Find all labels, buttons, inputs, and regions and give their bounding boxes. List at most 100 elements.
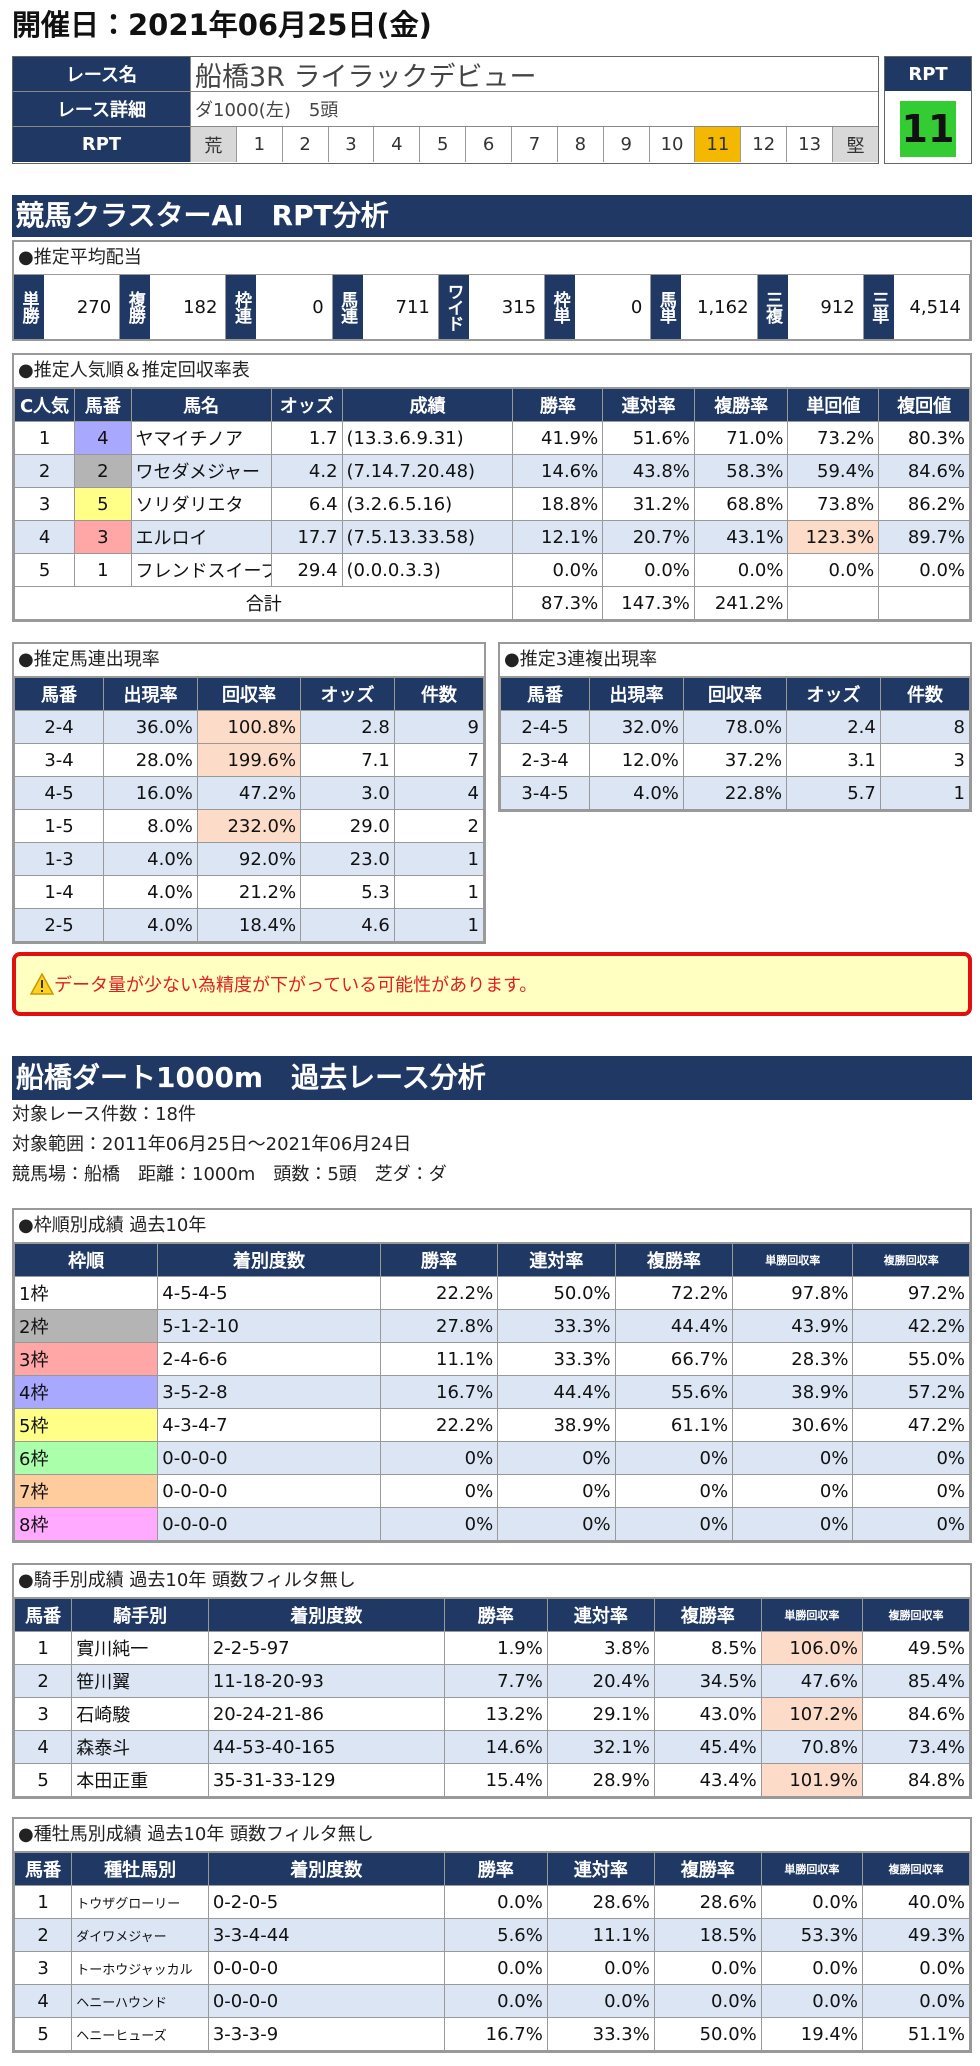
data-row: 6枠 0-0-0-0 0% 0% 0% 0% 0% (13, 1441, 970, 1475)
cell: 笹川翼 (71, 1664, 209, 1698)
cell: 11.1% (379, 1342, 499, 1376)
cell: 28.6% (546, 1885, 655, 1919)
cell: 5.3 (300, 875, 395, 909)
cell: 30.6% (732, 1408, 854, 1442)
cell: 2-3-4 (499, 743, 591, 777)
cell: 0% (614, 1441, 734, 1475)
cell: (7.5.13.33.58) (341, 520, 514, 554)
table-heading: ●推定人気順＆推定回収率表 (14, 355, 970, 388)
total-value: 241.2% (693, 586, 789, 620)
cell: 實川純一 (71, 1631, 209, 1665)
cell: 4.6 (300, 908, 395, 942)
cell: 3枠 (13, 1342, 159, 1376)
payout-value: 4,514 (894, 275, 970, 339)
data-row: 3 石崎駿 20-24-21-86 13.2% 29.1% 43.0% 107.2% 84.6… (13, 1697, 971, 1731)
race-info: レース名 船橋3R ライラックデビュー レース詳細 ダ1000(左) 5頭 RPT 荒… (12, 56, 972, 164)
cell: 33.3% (546, 2017, 655, 2051)
umaren-area: ●推定馬連出現率 馬番 出現率 回収率 オッズ 件数 2-4 36.0% 100.8% 2.8 9 3… (12, 642, 486, 944)
cell: 100.8% (196, 710, 302, 744)
cell: 3.8% (546, 1631, 655, 1665)
data-row: 3 5 ソリダリエタ 6.4 (3.2.6.5.16) 18.8% 31.2% 68.8% 73… (13, 487, 970, 521)
column-header: 勝率 (443, 1852, 548, 1886)
cell: 4.0% (103, 875, 198, 909)
cell: ダイワメジャー (71, 1918, 209, 1952)
cell: 2 (393, 809, 485, 843)
column-header: 着別度数 (207, 1598, 445, 1632)
cell: 51.6% (602, 421, 695, 455)
cell: 15.4% (443, 1763, 548, 1797)
column-header: 馬番 (13, 677, 105, 711)
column-header: 複勝率 (653, 1852, 762, 1886)
payout-value: 182 (150, 275, 227, 339)
cell: 33.3% (497, 1342, 616, 1376)
table-heading: ●枠順別成績 過去10年 (14, 1210, 970, 1243)
cell: 59.4% (787, 454, 880, 488)
cell: 0.0% (546, 1984, 655, 2018)
rpt-box: RPT 11 (884, 56, 972, 164)
cell: 29.1% (546, 1697, 655, 1731)
cell: 55.0% (852, 1342, 970, 1376)
cell: 0-0-0-0 (157, 1474, 381, 1508)
data-row: 1 4 ヤマイチノア 1.7 (13.3.6.9.31) 41.9% 51.6% 71.0% 7… (13, 421, 970, 455)
header-row: 馬番 出現率 回収率 オッズ 件数 (499, 677, 971, 711)
column-header: C人気 (13, 388, 76, 422)
payout-value: 0 (256, 275, 333, 339)
data-row: 7枠 0-0-0-0 0% 0% 0% 0% 0% (13, 1474, 970, 1508)
cell (878, 586, 970, 620)
cell: 66.7% (614, 1342, 734, 1376)
cell: 16.7% (379, 1375, 499, 1409)
cell: 1 (879, 776, 971, 810)
rpt-box-value: 11 (900, 101, 956, 157)
cell: 37.2% (682, 743, 788, 777)
cell: 107.2% (760, 1697, 863, 1731)
cell: 28.3% (732, 1342, 854, 1376)
cell: トウザグローリー (71, 1885, 209, 1919)
cell: 2-2-5-97 (207, 1631, 445, 1665)
cell: 8.5% (653, 1631, 762, 1665)
cell: 20.7% (602, 520, 695, 554)
cell: 35-31-33-129 (207, 1763, 445, 1797)
cell: 2 (74, 454, 132, 488)
total-row: 合計 87.3% 147.3% 241.2% (13, 586, 970, 620)
cell: 29.0 (300, 809, 395, 843)
cell: ソリダリエタ (130, 487, 272, 521)
pair-tables: ●推定馬連出現率 馬番 出現率 回収率 オッズ 件数 2-4 36.0% 100.8% 2.8 9 3… (12, 642, 972, 944)
table-heading: ●騎手別成績 過去10年 頭数フィルタ無し (14, 1565, 970, 1598)
column-header: 単勝回収率 (760, 1598, 863, 1632)
rpt-scale-cell: 堅 (833, 127, 878, 162)
cell: 4-3-4-7 (157, 1408, 381, 1442)
section-title: 競馬クラスターAI RPT分析 (12, 195, 972, 237)
cell: 80.3% (878, 421, 970, 455)
cell: 29.4 (270, 553, 343, 587)
cell: 18.8% (512, 487, 604, 521)
cell: 0.0% (512, 553, 604, 587)
rpt-scale-cell: 5 (420, 127, 467, 162)
cell: ワセダメジャー (130, 454, 272, 488)
cell: 0% (497, 1441, 616, 1475)
cell: 2-5 (13, 908, 105, 942)
cell: 38.9% (732, 1375, 854, 1409)
cell: 18.5% (653, 1918, 762, 1952)
cell: 5.6% (443, 1918, 548, 1952)
cell: ヘニーヒューズ (71, 2017, 209, 2051)
cell: 4-5-4-5 (157, 1276, 381, 1310)
race-name: 船橋3R ライラックデビュー (195, 61, 537, 93)
cell: 8 (879, 710, 971, 744)
data-row: 1 實川純一 2-2-5-97 1.9% 3.8% 8.5% 106.0% 49.5% (13, 1631, 971, 1665)
rpt-scale-cell: 2 (283, 127, 329, 162)
info-line: 競馬場：船橋 距離：1000m 頭数：5頭 芝ダ：ダ (12, 1164, 447, 1185)
column-header: 出現率 (103, 677, 198, 711)
cell: 28.6% (653, 1885, 762, 1919)
data-row: 3-4-5 4.0% 22.8% 5.7 1 (499, 776, 971, 810)
cell: 5-1-2-10 (157, 1309, 381, 1343)
cell: 42.2% (852, 1309, 970, 1343)
cell: 49.3% (861, 1918, 971, 1952)
rpt-scale-cell: 1 (237, 127, 283, 162)
cell: 1-3 (13, 842, 105, 876)
rpt-scale: 荒 1 2 3 4 5 6 7 8 9 10 11 12 13 堅 (191, 127, 878, 162)
column-header: 連対率 (497, 1243, 616, 1277)
cell: 4 (13, 520, 76, 554)
info-line: 対象範囲：2011年06月25日～2021年06月24日 (12, 1134, 412, 1155)
cell: 5 (13, 1763, 73, 1797)
